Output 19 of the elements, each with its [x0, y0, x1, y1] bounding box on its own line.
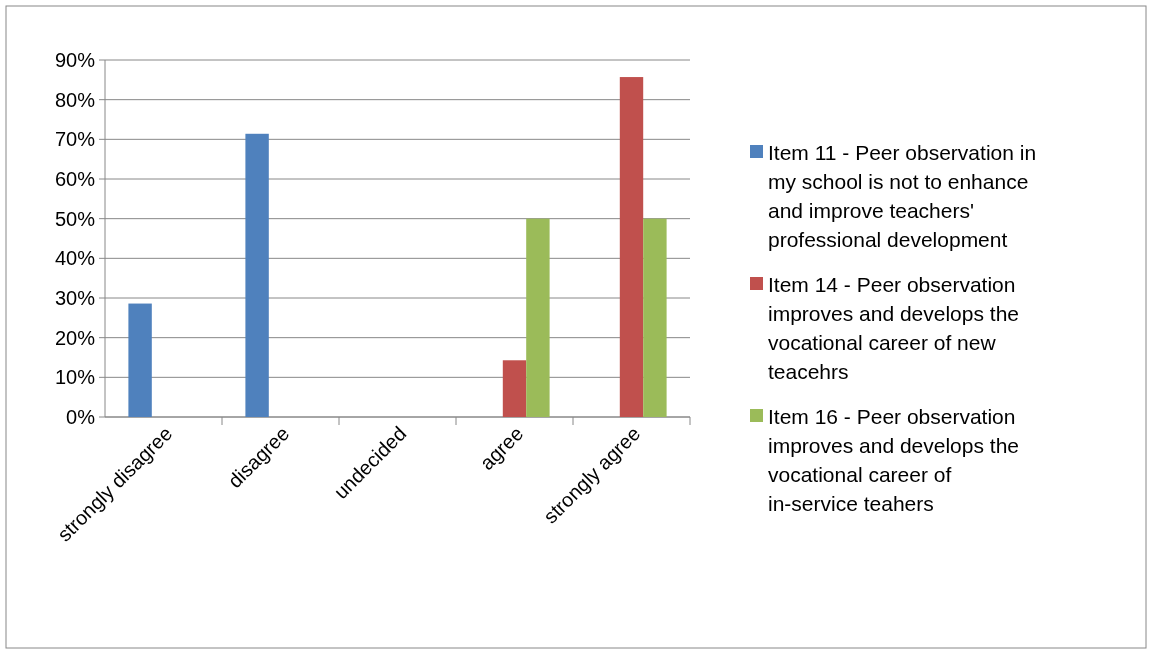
y-tick-label: 30%	[54, 287, 96, 309]
y-tick-label: 20%	[54, 326, 96, 349]
y-tick-label: 40%	[54, 247, 96, 270]
legend-label: Item 11 - Peer observation in my school is not to enhance and improve teachers' professional development	[768, 140, 1037, 251]
y-tick-label: 50%	[54, 207, 96, 230]
y-tick-label: 70%	[54, 128, 96, 151]
y-tick-label: 80%	[54, 88, 96, 111]
bar	[128, 303, 152, 417]
legend-label: Item 14 - Peer observation improves and develops the vocational career of new teacehrs	[768, 272, 1019, 383]
bar	[502, 360, 527, 417]
legend-label: Item 16 - Peer observation improves and develops the vocational career of in-service teahers	[768, 404, 1019, 515]
y-tick-label: 0%	[66, 406, 96, 428]
bar	[245, 133, 269, 417]
bar	[643, 218, 667, 417]
bar	[619, 77, 644, 417]
y-tick-label: 60%	[54, 168, 96, 190]
bar	[526, 218, 550, 417]
y-tick-label: 10%	[54, 366, 96, 389]
y-tick-label: 90%	[54, 49, 96, 71]
